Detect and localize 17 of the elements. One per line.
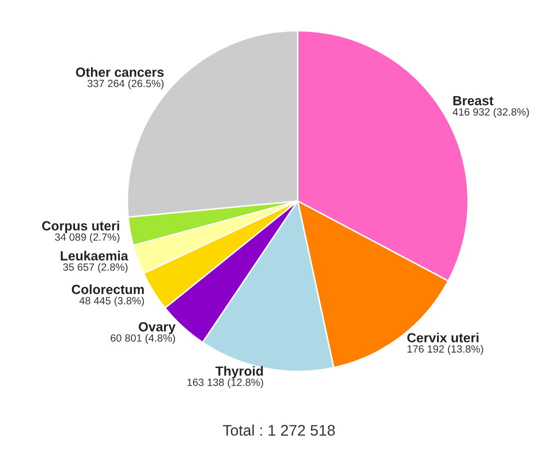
slice-label: Colorectum (72, 284, 144, 294)
data-label: 60 801 (4.8%) (110, 334, 175, 344)
slice-label: Cervix uteri (407, 332, 478, 342)
data-label: 416 932 (32.8%) (452, 108, 529, 118)
data-label: 176 192 (13.8%) (408, 345, 484, 355)
data-label: 48 445 (3.8%) (79, 296, 144, 306)
data-label: 34 089 (2.7%) (54, 233, 120, 243)
text: Total : 1 272 518 (222, 424, 335, 436)
data-label: 337 264 (26.5%) (88, 80, 164, 90)
slice-label: Corpus uteri (42, 220, 120, 234)
slice-label: Breast (453, 96, 494, 106)
data-label: 163 138 (12.8%) (187, 378, 264, 388)
slice-label: Thyroid (215, 366, 263, 378)
slice-label: Leukaemia (60, 250, 128, 260)
data-label: 35 657 (2.8%) (63, 263, 128, 273)
slice-label: Ovary (138, 322, 176, 334)
slice-label: Other cancers (76, 67, 164, 77)
